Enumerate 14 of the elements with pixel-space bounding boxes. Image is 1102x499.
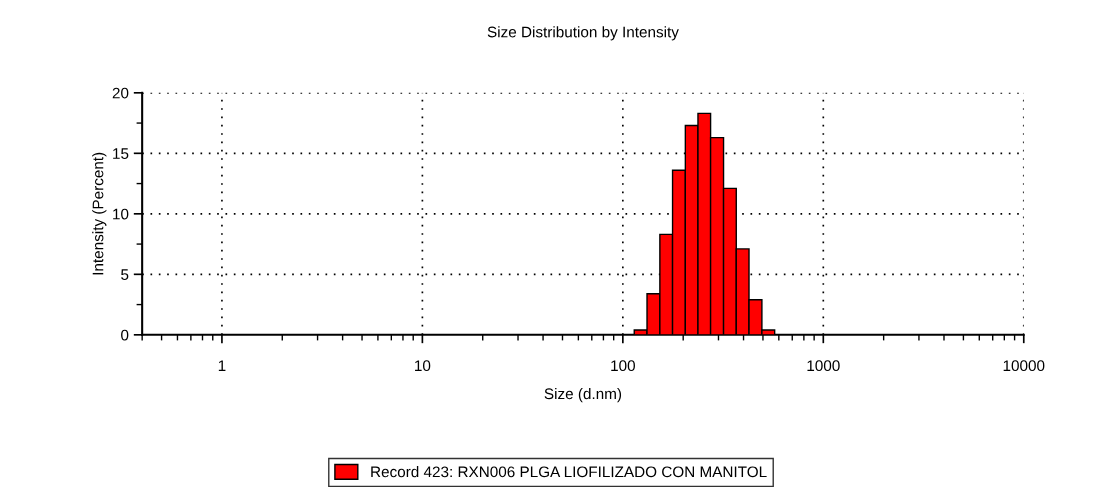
x-tick-label: 10 [415, 360, 431, 372]
x-tick-label: 100 [611, 360, 635, 372]
chart-title: Size Distribution by Intensity [487, 26, 679, 41]
y-axis-title: Intensity (Percent) [92, 152, 107, 275]
y-tick-label: 20 [112, 87, 129, 99]
x-axis-title: Size (d.nm) [544, 387, 622, 403]
y-tick-label: 10 [113, 208, 129, 220]
x-tick-label: 1000 [807, 360, 840, 372]
y-tick-label: 0 [121, 329, 129, 341]
x-tick-label: 10000 [1003, 360, 1045, 372]
legend-label: Record 423: RXN006 PLGA LIOFILIZADO CON MANITOL [371, 466, 767, 478]
y-tick-label: 5 [121, 269, 129, 281]
y-tick-label: 15 [113, 148, 129, 159]
x-tick-label: 1 [218, 360, 226, 371]
